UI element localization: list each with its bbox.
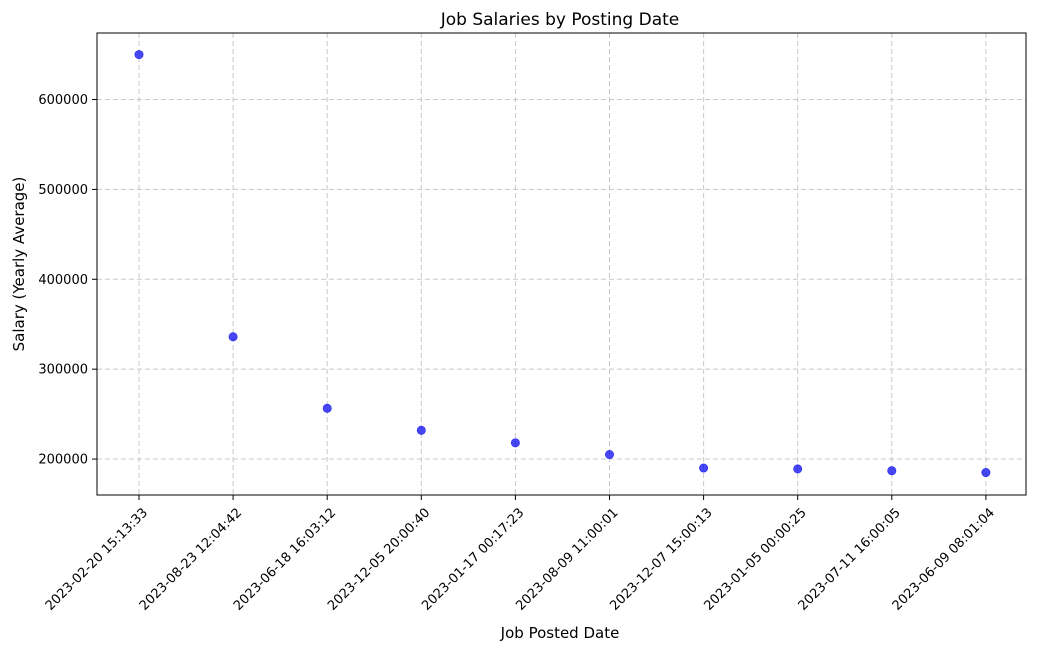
data-point: [134, 50, 144, 60]
y-tick-label: 400000: [38, 273, 88, 288]
y-tick-label: 500000: [38, 183, 88, 198]
x-tick-label: 2023-01-17 00:17:23: [419, 505, 527, 613]
plot-frame: [96, 32, 1027, 496]
x-tick-label: 2023-07-11 16:00:05: [796, 505, 904, 613]
x-tick-label: 2023-02-20 15:13:33: [43, 505, 151, 613]
data-point: [510, 438, 520, 448]
x-tick-label: 2023-06-18 16:03:12: [231, 505, 339, 613]
y-tick-label: 200000: [38, 453, 88, 468]
y-tick-label: 300000: [38, 363, 88, 378]
y-tick-label: 600000: [38, 93, 88, 108]
data-points: [134, 50, 991, 478]
x-tick-label: 2023-08-09 11:00:01: [513, 505, 621, 613]
data-point: [604, 450, 614, 460]
x-tick-label: 2023-08-23 12:04:42: [137, 505, 245, 613]
data-point: [981, 468, 991, 478]
data-point: [322, 403, 332, 413]
chart-title: Job Salaries by Posting Date: [440, 10, 680, 30]
x-axis-label: Job Posted Date: [500, 624, 620, 642]
x-tick-label: 2023-01-05 00:00:25: [702, 505, 810, 613]
data-point: [228, 332, 238, 342]
x-tick-label: 2023-12-07 15:00:13: [607, 505, 715, 613]
data-point: [793, 464, 803, 474]
data-point: [416, 425, 426, 435]
x-tick-label: 2023-12-05 20:00:40: [325, 505, 433, 613]
grid-lines: [97, 33, 1026, 495]
y-axis-label: Salary (Yearly Average): [10, 177, 28, 352]
data-point: [887, 466, 897, 476]
x-tick-label: 2023-06-09 08:01:04: [890, 505, 998, 613]
data-point: [699, 463, 709, 473]
